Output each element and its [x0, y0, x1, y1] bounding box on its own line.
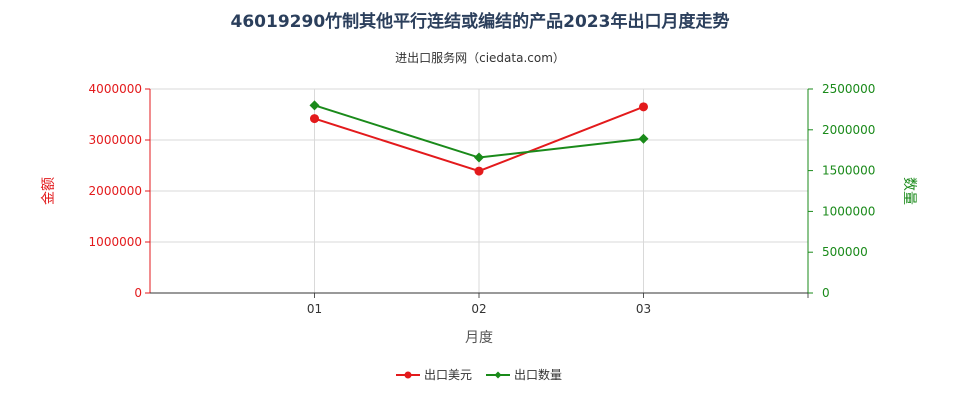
y-left-tick-label: 3000000 [89, 133, 142, 147]
chart-title: 46019290竹制其他平行连结或编结的产品2023年出口月度走势 [231, 11, 730, 32]
grid [150, 88, 808, 294]
series-1-point [310, 114, 319, 124]
x-tick-label: 02 [471, 302, 486, 316]
x-axis-title: 月度 [465, 330, 493, 346]
y-left-tick-label: 1000000 [89, 235, 142, 249]
series-1-point [639, 102, 648, 112]
series-1-point [474, 166, 484, 176]
axes: 0 1000000 2000000 3000000 4000000 01 02 03 0 5000… [89, 82, 876, 316]
y-right-tick-label: 1500000 [822, 164, 875, 178]
legend: 出口美元 出口数量 [396, 367, 562, 382]
legend-label-1: 出口美元 [424, 368, 472, 382]
legend-marker-2 [494, 371, 502, 379]
y-right-tick-label: 0 [822, 286, 830, 300]
series-2-point [638, 133, 649, 144]
y-right-tick-label: 2500000 [822, 82, 875, 96]
y-left-tick-label: 2000000 [89, 184, 142, 198]
y-left-tick-label: 4000000 [89, 82, 142, 96]
y-axis-right-title: 数量 [901, 177, 917, 205]
y-axis-left-title: 金额 [41, 177, 57, 205]
y-right-tick-label: 2000000 [822, 123, 875, 137]
legend-label-2: 出口数量 [514, 367, 562, 382]
chart-subtitle: 进出口服务网（ciedata.com） [395, 50, 565, 65]
series-layer [309, 100, 649, 176]
y-left-tick-label: 0 [134, 286, 142, 300]
x-tick-label: 03 [636, 302, 651, 316]
y-right-tick-label: 1000000 [822, 204, 875, 218]
legend-marker-1 [404, 371, 412, 379]
x-tick-label: 01 [307, 302, 322, 316]
series-2-point [309, 100, 320, 111]
y-right-tick-label: 500000 [822, 245, 868, 259]
series-2-point [474, 152, 484, 163]
